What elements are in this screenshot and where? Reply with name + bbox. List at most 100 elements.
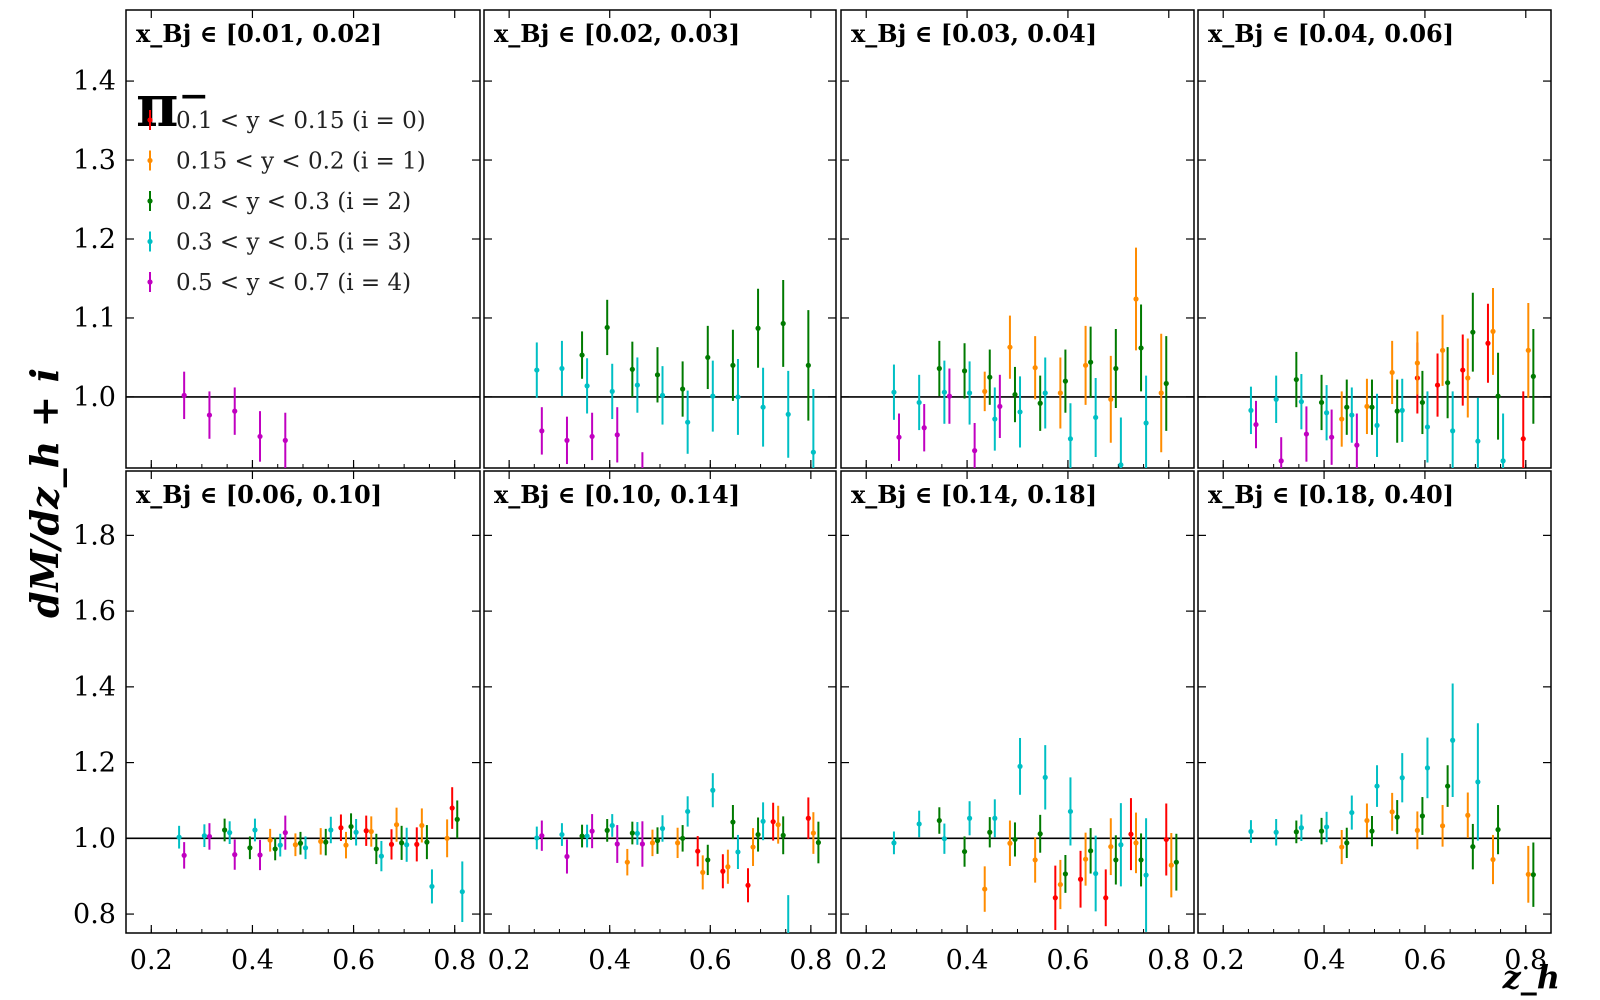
data-point — [710, 787, 716, 793]
data-point — [604, 324, 610, 331]
data-point — [1037, 400, 1043, 406]
data-point — [609, 822, 615, 829]
data-point — [1088, 848, 1094, 854]
data-point — [1088, 359, 1094, 365]
data-point — [201, 833, 207, 839]
data-point — [323, 839, 329, 845]
points-group — [1248, 683, 1536, 907]
data-point — [997, 403, 1003, 410]
data-point — [966, 390, 973, 396]
data-point — [1525, 347, 1531, 353]
data-point — [982, 388, 988, 395]
data-point — [1329, 434, 1335, 440]
y-tick-label: 1.1 — [73, 303, 116, 334]
data-point — [1445, 783, 1451, 789]
data-point — [564, 437, 570, 443]
data-point — [609, 388, 615, 395]
panel-frame — [483, 9, 837, 469]
y-tick-label: 1.2 — [73, 224, 116, 255]
legend-marker — [147, 117, 153, 123]
data-point — [1057, 390, 1063, 396]
x-tick-label: 0.4 — [588, 945, 631, 976]
data-point — [227, 830, 233, 836]
data-point — [654, 838, 661, 844]
data-point — [1460, 367, 1466, 373]
data-point — [1530, 373, 1536, 379]
data-point — [579, 833, 585, 839]
legend-entry: 0.2 < y < 0.3 (i = 2) — [176, 189, 411, 215]
data-point — [1057, 881, 1063, 888]
data-point — [780, 320, 786, 327]
data-point — [1465, 812, 1471, 818]
data-point — [302, 845, 309, 851]
data-point — [1369, 404, 1375, 410]
data-point — [404, 842, 410, 848]
data-point — [1465, 375, 1471, 381]
legend-marker — [147, 279, 153, 285]
data-point — [1298, 825, 1304, 831]
data-point — [1278, 458, 1284, 464]
data-point — [780, 832, 786, 838]
data-point — [1414, 360, 1420, 366]
x-tick-label: 0.4 — [946, 945, 989, 976]
points-group — [891, 737, 1179, 932]
data-point — [1303, 431, 1310, 437]
panel: 0.2 0.4 0.6 0.8 x_Bj ∈ [0.10, 0.14] — [483, 470, 837, 976]
panel: 0.2 0.4 0.6 0.8 x_Bj ∈ [0.14, 0.18] — [840, 470, 1195, 976]
data-point — [916, 821, 922, 827]
data-point — [614, 432, 620, 438]
data-point — [589, 828, 595, 834]
data-point — [429, 883, 435, 890]
data-point — [624, 859, 630, 865]
data-point — [564, 853, 570, 860]
data-point — [267, 837, 273, 843]
data-point — [992, 815, 998, 821]
y-tick-label: 1.4 — [73, 672, 116, 703]
panel-title: x_Bj ∈ [0.06, 0.10] — [136, 480, 382, 509]
data-point — [1364, 817, 1370, 824]
data-point — [1032, 365, 1038, 371]
data-point — [755, 325, 761, 331]
data-point — [414, 841, 420, 847]
data-point — [1344, 840, 1350, 846]
data-point — [1339, 416, 1345, 422]
data-point — [292, 842, 299, 848]
data-point — [1399, 775, 1405, 781]
data-point — [1399, 407, 1405, 413]
data-point — [1374, 783, 1380, 789]
data-point — [941, 836, 947, 842]
data-point — [1394, 408, 1400, 414]
data-point — [252, 827, 258, 833]
data-point — [1163, 380, 1169, 387]
particle-label: π⁻ — [136, 72, 209, 140]
points-group — [1248, 287, 1536, 468]
data-point — [257, 433, 263, 440]
data-point — [946, 393, 953, 399]
points-group — [534, 280, 816, 468]
panel: x_Bj ∈ [0.03, 0.04] — [840, 9, 1195, 469]
data-point — [805, 362, 811, 368]
data-point — [1163, 836, 1169, 843]
data-point — [1389, 809, 1395, 815]
data-point — [1118, 842, 1124, 848]
data-point — [378, 853, 384, 859]
data-point — [1323, 824, 1330, 830]
y-tick-label: 1.4 — [73, 66, 116, 97]
data-point — [675, 840, 681, 846]
data-point — [735, 849, 741, 855]
data-point — [454, 816, 460, 822]
legend-entry: 0.3 < y < 0.5 (i = 3) — [176, 230, 411, 256]
panel-title: x_Bj ∈ [0.10, 0.14] — [494, 480, 740, 509]
data-point — [1012, 391, 1018, 398]
data-point — [459, 889, 465, 895]
legend: π⁻ 0.1 < y < 0.15 (i = 0) 0.15 < y < 0.2 … — [136, 72, 426, 296]
legend-marker — [147, 238, 153, 245]
data-point — [1248, 828, 1254, 835]
legend-marker — [147, 198, 153, 204]
data-point — [1364, 403, 1370, 410]
data-point — [534, 367, 540, 373]
x-tick-label: 0.4 — [231, 945, 274, 976]
data-point — [775, 822, 781, 828]
x-tick-label: 0.6 — [689, 945, 732, 976]
